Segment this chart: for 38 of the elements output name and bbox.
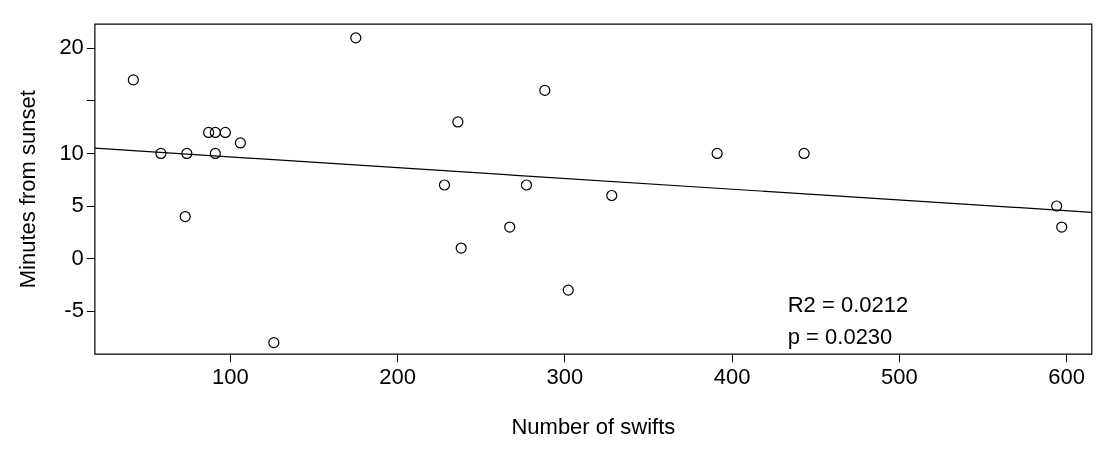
y-tick-label: 5	[71, 192, 84, 218]
y-tick-label: 10	[59, 139, 84, 165]
point	[181, 147, 193, 160]
x-tick-label: 400	[713, 364, 751, 390]
point	[268, 337, 280, 349]
y-tick-label: 20	[59, 34, 84, 60]
point	[209, 126, 221, 139]
point	[452, 116, 464, 128]
point	[219, 126, 231, 139]
point	[798, 147, 810, 160]
point	[504, 221, 516, 233]
point	[209, 147, 221, 160]
point	[179, 210, 191, 223]
point	[350, 32, 362, 44]
point	[155, 147, 167, 160]
point	[234, 137, 246, 149]
point	[1051, 200, 1063, 212]
annotation: p = 0.0230	[787, 324, 893, 350]
point	[606, 189, 618, 202]
point	[711, 147, 723, 160]
x-tick-label: 200	[379, 364, 416, 390]
point	[539, 84, 551, 97]
point	[438, 179, 451, 191]
x-tick-label: 600	[1048, 364, 1086, 390]
y-tick-label: -5	[64, 297, 84, 323]
point	[127, 74, 139, 86]
point	[203, 126, 215, 139]
annotation: R2 = 0.0212	[787, 292, 909, 318]
y-axis-title: Minutes from sunset	[15, 90, 41, 289]
point	[455, 242, 467, 254]
point	[520, 179, 533, 191]
x-tick-label: 500	[881, 364, 918, 390]
x-axis-title: Number of swifts	[511, 413, 676, 439]
point	[1056, 221, 1068, 233]
y-tick-label: 0	[71, 244, 84, 270]
point	[562, 284, 574, 296]
x-tick-label: 300	[546, 364, 584, 390]
x-tick-label: 100	[212, 364, 249, 390]
